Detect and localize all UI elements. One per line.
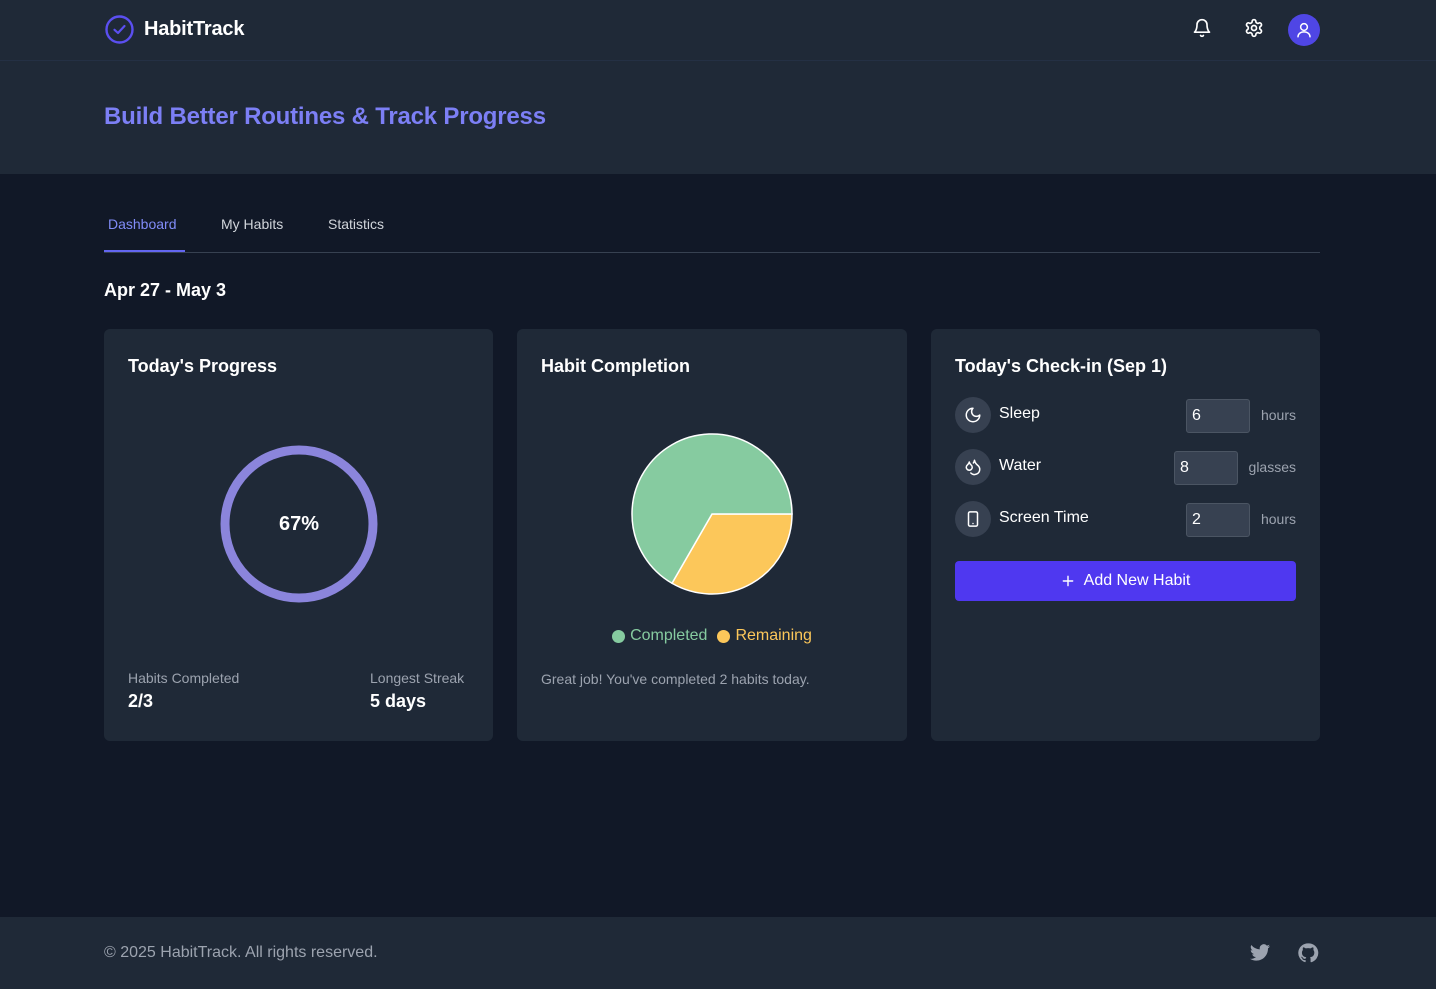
sleep-unit: hours	[1260, 407, 1296, 423]
week-range: Apr 27 - May 3	[104, 280, 227, 300]
legend-remaining[interactable]: Remaining	[717, 627, 812, 645]
logo[interactable]: HabitTrack	[104, 14, 244, 45]
checkin-row-water: Water glasses	[955, 449, 1296, 485]
habits-completed-value: 2/3	[128, 691, 154, 711]
add-new-habit-button[interactable]: Add New Habit	[955, 561, 1296, 601]
progress-percent: 67%	[278, 512, 320, 535]
plus-icon	[1061, 574, 1075, 588]
phone-icon	[955, 501, 991, 537]
pie-slice-remaining[interactable]	[670, 513, 793, 595]
longest-streak-stat: Longest Streak 5 days	[370, 670, 464, 712]
user-icon	[1295, 21, 1313, 39]
user-avatar[interactable]	[1288, 14, 1320, 46]
sleep-label: Sleep	[999, 405, 1040, 422]
habits-completed-stat: Habits Completed 2/3	[128, 670, 239, 712]
hero-banner: Build Better Routines & Track Progress	[0, 60, 1436, 174]
checkin-card-title: Today's Check-in (Sep 1)	[955, 356, 1167, 376]
legend-completed[interactable]: Completed	[612, 627, 707, 645]
droplets-icon	[955, 449, 991, 485]
checkin-row-sleep: Sleep hours	[955, 397, 1296, 433]
progress-card: Today's Progress 67% Habits Completed 2/…	[104, 329, 493, 741]
water-input[interactable]	[1174, 451, 1238, 485]
legend-completed-swatch	[612, 629, 626, 643]
tab-statistics[interactable]: Statistics	[328, 216, 385, 232]
bell-icon[interactable]	[1190, 16, 1214, 40]
completion-card: Habit Completion Completed Remaining Gre…	[517, 329, 907, 741]
twitter-icon[interactable]	[1249, 942, 1271, 964]
tab-my-habits[interactable]: My Habits	[221, 216, 284, 232]
gear-icon[interactable]	[1242, 16, 1266, 40]
habits-completed-label: Habits Completed	[128, 670, 240, 686]
hero-title: Build Better Routines & Track Progress	[104, 103, 546, 130]
tab-dashboard[interactable]: Dashboard	[104, 200, 185, 252]
screen-time-input[interactable]	[1186, 503, 1250, 537]
moon-icon	[955, 397, 991, 433]
sleep-input[interactable]	[1186, 399, 1250, 433]
copyright-text: © 2025 HabitTrack. All rights reserved.	[104, 944, 378, 961]
add-new-habit-label: Add New Habit	[1083, 572, 1191, 589]
pie-legend: Completed Remaining	[517, 627, 907, 645]
pie-slice-completed[interactable]	[631, 433, 793, 585]
longest-streak-label: Longest Streak	[370, 670, 465, 686]
longest-streak-value: 5 days	[370, 691, 427, 711]
water-unit: glasses	[1248, 459, 1296, 475]
checkin-card: Today's Check-in (Sep 1) Sleep hours Wat…	[931, 329, 1320, 741]
progress-card-title: Today's Progress	[128, 356, 278, 376]
completion-card-title: Habit Completion	[541, 356, 690, 376]
footer: © 2025 HabitTrack. All rights reserved.	[0, 917, 1436, 989]
legend-completed-label: Completed	[630, 627, 708, 644]
tab-bar: Dashboard My Habits Statistics	[104, 200, 1320, 253]
top-navbar: HabitTrack	[0, 0, 1436, 60]
water-label: Water	[999, 457, 1042, 474]
legend-remaining-swatch	[717, 629, 731, 643]
legend-remaining-label: Remaining	[735, 627, 812, 644]
checkin-row-screen-time: Screen Time hours	[955, 501, 1296, 537]
screen-time-unit: hours	[1260, 511, 1296, 527]
completion-pie-chart	[631, 433, 793, 595]
check-circle-icon	[104, 14, 135, 45]
completion-message: Great job! You've completed 2 habits tod…	[541, 671, 810, 687]
github-icon[interactable]	[1297, 942, 1319, 964]
progress-ring	[220, 445, 378, 603]
screen-time-label: Screen Time	[999, 509, 1089, 526]
app-name: HabitTrack	[144, 18, 245, 40]
